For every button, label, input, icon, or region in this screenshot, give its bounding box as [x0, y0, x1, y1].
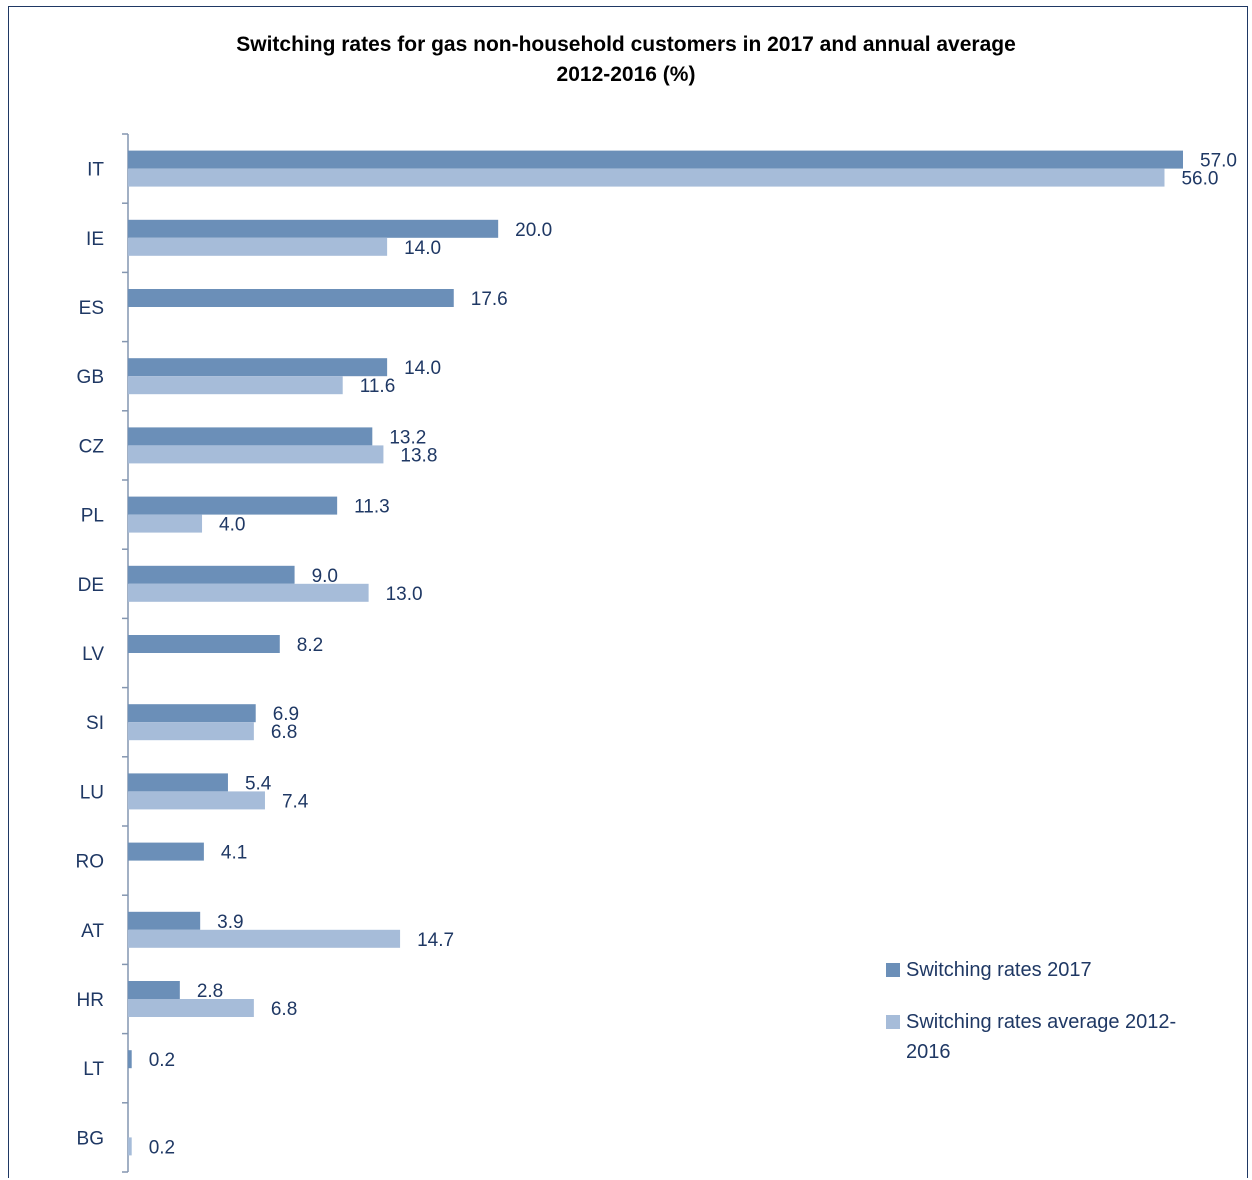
chart-title: Switching rates for gas non-household cu…: [0, 30, 1252, 90]
legend-swatch-average: [886, 1015, 900, 1029]
bar-2017-lu: [128, 773, 228, 792]
data-label-average-de: 13.0: [386, 584, 423, 605]
data-label-2017-ro: 4.1: [221, 843, 247, 864]
bar-average-si: [128, 722, 254, 741]
data-label-2017-it: 57.0: [1200, 151, 1237, 172]
category-label-ro: RO: [76, 852, 105, 873]
bar-average-ie: [128, 237, 388, 256]
chart-frame: [8, 6, 1248, 1178]
category-label-ie: IE: [86, 229, 104, 250]
bar-2017-hr: [128, 981, 180, 999]
data-label-2017-at: 3.9: [217, 912, 243, 933]
data-label-average-si: 6.8: [271, 722, 297, 743]
category-label-cz: CZ: [79, 436, 105, 457]
category-label-pl: PL: [81, 506, 104, 527]
bar-average-gb: [128, 376, 343, 395]
bar-average-de: [128, 583, 369, 602]
chart-title-line-2: 2012-2016 (%): [556, 63, 696, 86]
bar-average-bg: [128, 1137, 132, 1156]
category-label-gb: GB: [77, 367, 104, 388]
legend-swatch-2017: [886, 963, 900, 977]
data-label-2017-es: 17.6: [471, 289, 508, 310]
category-label-at: AT: [81, 921, 104, 942]
data-label-2017-de: 9.0: [312, 566, 338, 587]
bar-2017-de: [128, 565, 295, 584]
legend-item-average: Switching rates average 2012- 2016: [886, 1007, 1236, 1067]
legend-label-2017: Switching rates 2017: [906, 959, 1092, 981]
data-label-average-it: 56.0: [1181, 169, 1218, 190]
bar-average-lu: [128, 791, 265, 810]
category-label-es: ES: [79, 298, 104, 319]
bar-2017-ie: [128, 219, 499, 238]
data-label-average-bg: 0.2: [149, 1137, 175, 1158]
bar-2017-it: [128, 150, 1183, 169]
data-label-2017-lv: 8.2: [297, 635, 323, 656]
data-label-average-at: 14.7: [417, 930, 454, 951]
category-label-hr: HR: [77, 990, 104, 1011]
data-label-2017-pl: 11.3: [354, 497, 390, 518]
category-label-lt: LT: [83, 1059, 104, 1080]
data-label-2017-cz: 13.2: [389, 427, 426, 448]
data-label-average-lu: 7.4: [282, 791, 309, 812]
category-label-si: SI: [86, 713, 104, 734]
data-label-2017-ie: 20.0: [515, 220, 552, 241]
bar-2017-gb: [128, 358, 388, 377]
data-label-2017-lt: 0.2: [149, 1050, 175, 1071]
data-label-2017-si: 6.9: [273, 704, 299, 725]
category-label-bg: BG: [77, 1128, 104, 1149]
bar-2017-si: [128, 704, 256, 723]
bar-average-hr: [128, 999, 254, 1017]
chart-legend: Switching rates 2017 Switching rates ave…: [886, 955, 1236, 1089]
category-label-lu: LU: [80, 782, 104, 803]
chart-title-line-1: Switching rates for gas non-household cu…: [236, 33, 1016, 56]
data-label-average-pl: 4.0: [219, 515, 245, 536]
bar-average-it: [128, 168, 1165, 187]
data-label-average-hr: 6.8: [271, 999, 297, 1020]
data-label-average-gb: 11.6: [360, 376, 396, 397]
legend-label-average-line-2: 2016: [906, 1041, 951, 1063]
legend-item-2017: Switching rates 2017: [886, 955, 1236, 985]
bar-2017-lv: [128, 635, 280, 653]
bar-average-cz: [128, 445, 384, 464]
data-label-average-ie: 14.0: [404, 238, 441, 259]
bar-average-pl: [128, 514, 203, 533]
category-label-lv: LV: [82, 644, 104, 665]
bar-2017-pl: [128, 496, 338, 515]
category-label-de: DE: [78, 575, 104, 596]
data-label-2017-gb: 14.0: [404, 358, 441, 379]
bar-2017-ro: [128, 842, 204, 861]
bar-2017-es: [128, 289, 454, 307]
data-label-2017-hr: 2.8: [197, 981, 223, 1002]
bar-2017-lt: [128, 1050, 132, 1069]
bar-2017-at: [128, 911, 201, 930]
legend-label-average-line-1: Switching rates average 2012-: [906, 1011, 1177, 1033]
bar-average-at: [128, 929, 401, 948]
category-label-it: IT: [87, 160, 104, 181]
data-label-average-cz: 13.8: [400, 445, 437, 466]
bar-2017-cz: [128, 427, 373, 446]
data-label-2017-lu: 5.4: [245, 773, 272, 794]
